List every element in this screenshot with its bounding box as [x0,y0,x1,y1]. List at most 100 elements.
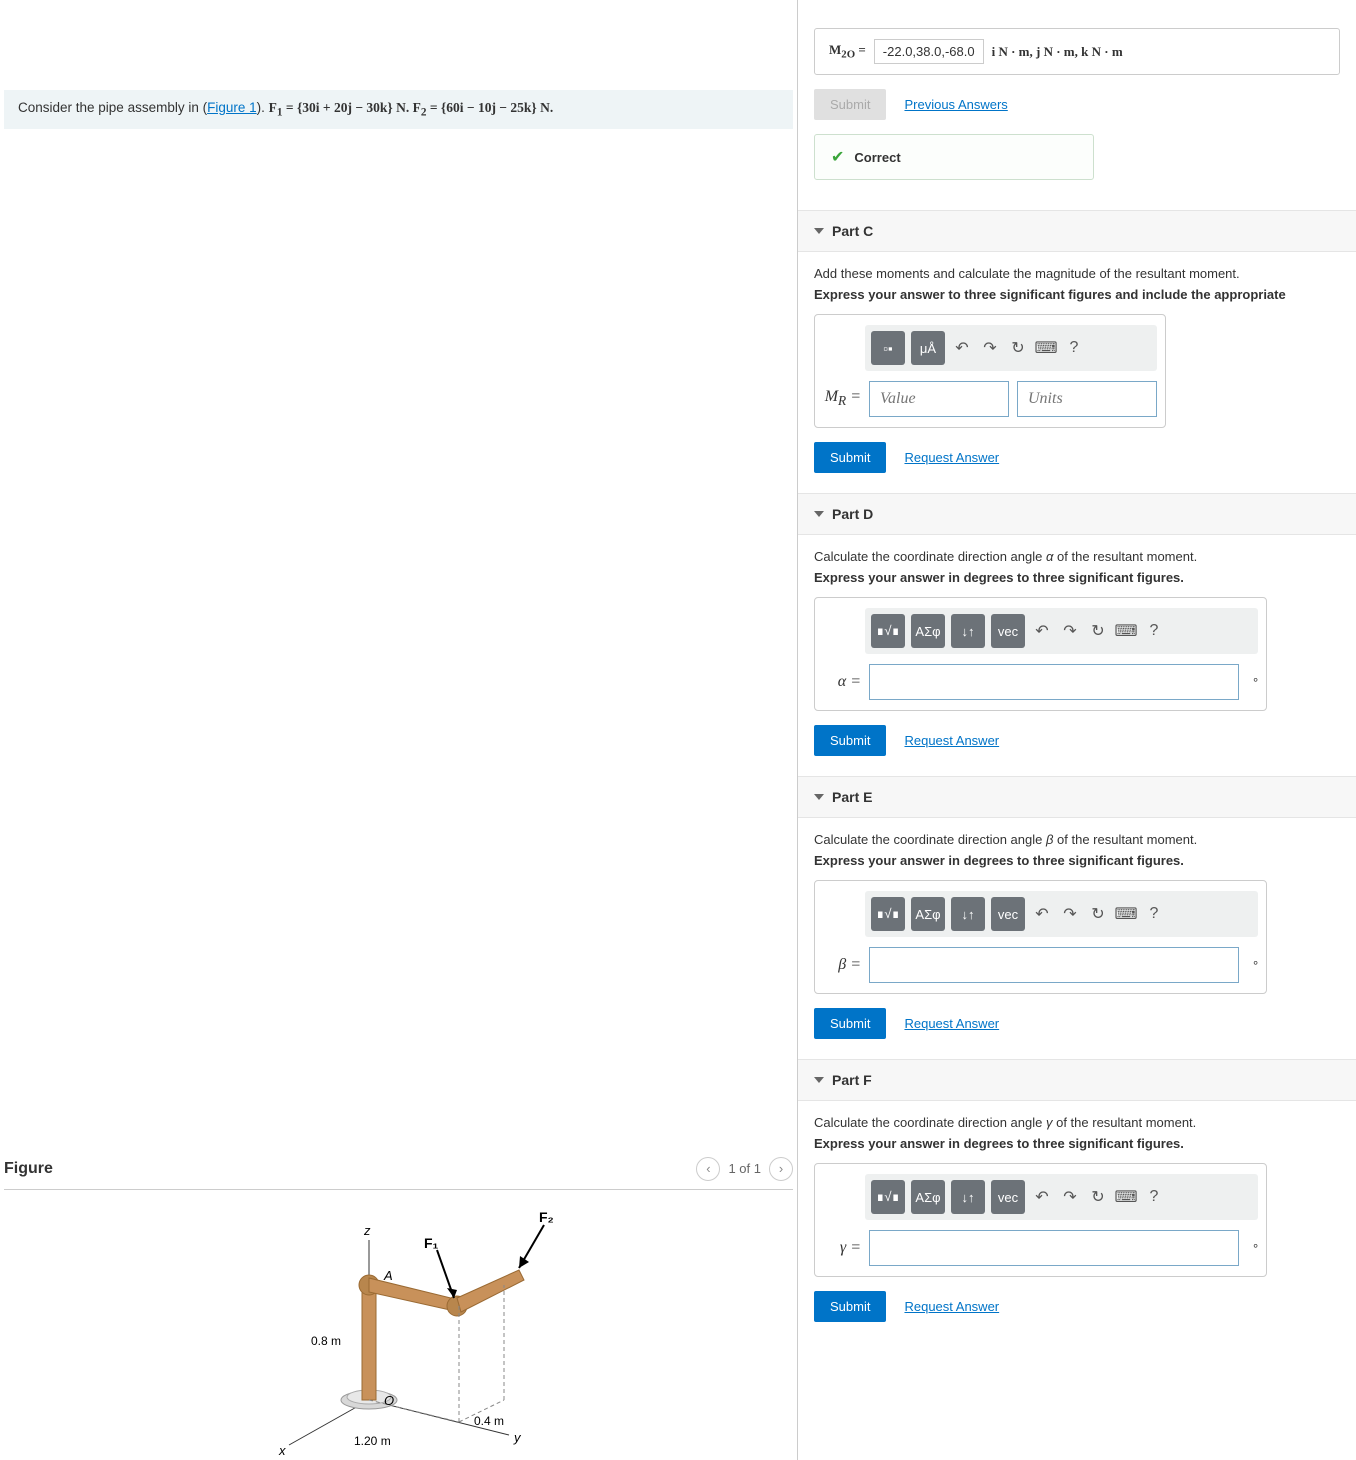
part-f-format: Express your answer in degrees to three … [814,1136,1340,1151]
greek-icon[interactable]: ΑΣφ [911,614,945,648]
part-e-submit-button[interactable]: Submit [814,1008,886,1039]
previous-answer-value: -22.0,38.0,-68.0 [874,39,984,64]
part-f-unit: ° [1253,1241,1258,1256]
subscript-icon[interactable]: ↓↑ [951,897,985,931]
part-c-submit-button[interactable]: Submit [814,442,886,473]
svg-text:F₂: F₂ [539,1210,554,1225]
part-c-request-answer-link[interactable]: Request Answer [904,450,999,465]
part-f-request-answer-link[interactable]: Request Answer [904,1299,999,1314]
previous-answers-link[interactable]: Previous Answers [904,97,1007,112]
part-d-value-input[interactable] [869,664,1239,700]
help-icon[interactable]: ? [1143,1186,1165,1208]
chevron-down-icon [814,511,824,517]
svg-text:x: x [278,1443,286,1458]
redo-icon[interactable]: ↷ [1059,620,1081,642]
part-d-variable: α = [823,673,861,691]
vector-icon[interactable]: vec [991,897,1025,931]
part-e-unit: ° [1253,958,1258,973]
svg-text:0.4 m: 0.4 m [474,1414,504,1428]
part-d-unit: ° [1253,675,1258,690]
part-e-toolbar: ∎√∎ ΑΣφ ↓↑ vec ↶ ↷ ↻ ⌨ ? [865,891,1258,937]
help-icon[interactable]: ? [1063,337,1085,359]
submit-button-disabled: Submit [814,89,886,120]
subscript-icon[interactable]: ↓↑ [951,614,985,648]
keyboard-icon[interactable]: ⌨ [1035,337,1057,359]
root-icon[interactable]: ∎√∎ [871,897,905,931]
previous-answer-box: M2O = -22.0,38.0,-68.0 i N · m, j N · m,… [814,28,1340,75]
part-f-toolbar: ∎√∎ ΑΣφ ↓↑ vec ↶ ↷ ↻ ⌨ ? [865,1174,1258,1220]
part-f-header[interactable]: Part F [798,1059,1356,1101]
part-e-request-answer-link[interactable]: Request Answer [904,1016,999,1031]
part-c-toolbar: ▫▪ μÅ ↶ ↷ ↻ ⌨ ? [865,325,1157,371]
part-d-instruction: Calculate the coordinate direction angle… [814,549,1340,564]
previous-answer-units: i N · m, j N · m, k N · m [992,44,1123,60]
svg-text:y: y [513,1430,522,1445]
svg-text:O: O [384,1393,394,1408]
part-d-answer-box: ∎√∎ ΑΣφ ↓↑ vec ↶ ↷ ↻ ⌨ ? α = ° [814,597,1267,711]
vector-icon[interactable]: vec [991,614,1025,648]
part-e-instruction: Calculate the coordinate direction angle… [814,832,1340,847]
units-icon[interactable]: μÅ [911,331,945,365]
part-d-format: Express your answer in degrees to three … [814,570,1340,585]
figure-header: Figure ‹ 1 of 1 › [4,1149,793,1190]
part-e-header[interactable]: Part E [798,776,1356,818]
keyboard-icon[interactable]: ⌨ [1115,620,1137,642]
root-icon[interactable]: ∎√∎ [871,614,905,648]
help-icon[interactable]: ? [1143,903,1165,925]
figure-link[interactable]: Figure 1 [207,100,257,115]
undo-icon[interactable]: ↶ [1031,620,1053,642]
chevron-down-icon [814,228,824,234]
part-c-header[interactable]: Part C [798,210,1356,252]
part-e-value-input[interactable] [869,947,1239,983]
help-icon[interactable]: ? [1143,620,1165,642]
greek-icon[interactable]: ΑΣφ [911,1180,945,1214]
redo-icon[interactable]: ↷ [1059,903,1081,925]
reset-icon[interactable]: ↻ [1087,620,1109,642]
part-c-answer-box: ▫▪ μÅ ↶ ↷ ↻ ⌨ ? MR = [814,314,1166,428]
part-e-variable: β = [823,956,861,974]
redo-icon[interactable]: ↷ [1059,1186,1081,1208]
root-icon[interactable]: ∎√∎ [871,1180,905,1214]
part-d-request-answer-link[interactable]: Request Answer [904,733,999,748]
part-c-format: Express your answer to three significant… [814,287,1340,302]
part-c-value-input[interactable] [869,381,1009,417]
part-e-answer-box: ∎√∎ ΑΣφ ↓↑ vec ↶ ↷ ↻ ⌨ ? β = ° [814,880,1267,994]
svg-text:1.20 m: 1.20 m [354,1434,391,1448]
template-icon[interactable]: ▫▪ [871,331,905,365]
reset-icon[interactable]: ↻ [1087,903,1109,925]
part-c-variable: MR = [823,388,861,409]
greek-icon[interactable]: ΑΣφ [911,897,945,931]
part-f-answer-box: ∎√∎ ΑΣφ ↓↑ vec ↶ ↷ ↻ ⌨ ? γ = ° [814,1163,1267,1277]
keyboard-icon[interactable]: ⌨ [1115,903,1137,925]
chevron-down-icon [814,794,824,800]
check-icon: ✔ [831,147,844,167]
undo-icon[interactable]: ↶ [1031,1186,1053,1208]
part-d-submit-button[interactable]: Submit [814,725,886,756]
reset-icon[interactable]: ↻ [1087,1186,1109,1208]
keyboard-icon[interactable]: ⌨ [1115,1186,1137,1208]
part-d-header[interactable]: Part D [798,493,1356,535]
part-f-submit-button[interactable]: Submit [814,1291,886,1322]
figure-title: Figure [4,1160,53,1178]
svg-text:0.8 m: 0.8 m [311,1334,341,1348]
figure-diagram: z x y A [199,1210,599,1460]
svg-text:z: z [363,1223,371,1238]
part-f-value-input[interactable] [869,1230,1239,1266]
reset-icon[interactable]: ↻ [1007,337,1029,359]
chevron-down-icon [814,1077,824,1083]
svg-text:A: A [383,1268,393,1283]
part-f-variable: γ = [823,1239,861,1257]
part-c-instruction: Add these moments and calculate the magn… [814,266,1340,281]
redo-icon[interactable]: ↷ [979,337,1001,359]
correct-feedback: ✔ Correct [814,134,1094,180]
undo-icon[interactable]: ↶ [1031,903,1053,925]
intro-prefix: Consider the pipe assembly in ( [18,100,207,115]
figure-prev-button[interactable]: ‹ [696,1157,720,1181]
part-e-format: Express your answer in degrees to three … [814,853,1340,868]
undo-icon[interactable]: ↶ [951,337,973,359]
subscript-icon[interactable]: ↓↑ [951,1180,985,1214]
vector-icon[interactable]: vec [991,1180,1025,1214]
figure-count: 1 of 1 [728,1161,761,1176]
part-c-units-input[interactable] [1017,381,1157,417]
figure-next-button[interactable]: › [769,1157,793,1181]
